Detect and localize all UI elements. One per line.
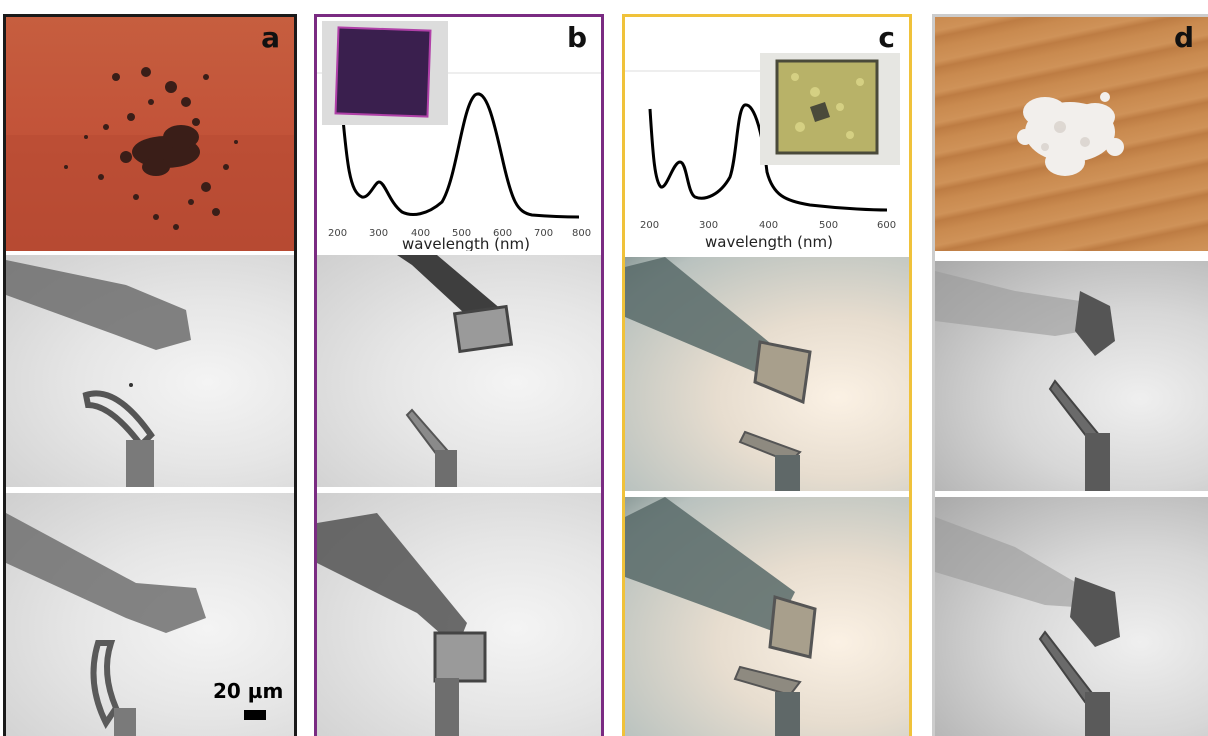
tick-label: 300 [369, 228, 389, 239]
panel-d-top-photo [935, 17, 1208, 251]
panel-a: a [3, 14, 297, 736]
x-axis-label: wavelength (nm) [402, 235, 530, 251]
tick-label: 200 [328, 228, 348, 239]
panel-b: b 200 300 400 500 600 700 800 wavelength… [314, 14, 604, 736]
panel-letter-a: a [261, 21, 280, 54]
tick-label: 400 [759, 220, 779, 231]
micromanipulation-image [625, 497, 817, 736]
micromanipulation-image [6, 260, 191, 487]
micromanipulation-image [935, 517, 1120, 736]
tick-label: 700 [534, 228, 554, 239]
micromanipulation-image [397, 255, 514, 487]
panel-b-micrograph-1 [317, 255, 601, 487]
scalebar [244, 710, 266, 720]
panel-b-micrograph-2 [317, 493, 601, 736]
panel-d-micrograph-1 [935, 261, 1208, 491]
absorption-spectrum-chart [625, 53, 900, 212]
white-powder-image [1017, 92, 1124, 176]
tick-label: 200 [640, 220, 660, 231]
tick-label: 400 [411, 228, 431, 239]
panel-b-spectrum: 200 300 400 500 600 700 800 wavelength (… [317, 17, 601, 251]
micromanipulation-image [935, 271, 1115, 491]
micromanipulation-image [317, 513, 487, 736]
panel-c: c 200 300 400 500 600 wavelength (nm) [622, 14, 912, 736]
micromanipulation-image [625, 257, 812, 491]
panel-a-micrograph-1 [6, 255, 294, 487]
panel-a-top-photo [6, 17, 294, 251]
panel-letter-d: d [1173, 21, 1194, 54]
scalebar-label: 20 µm [213, 679, 284, 703]
panel-letter-b: b [566, 21, 587, 54]
tick-label: 300 [699, 220, 719, 231]
tick-label: 600 [493, 228, 513, 239]
dark-particles-image [6, 67, 294, 251]
tick-label: 800 [572, 228, 592, 239]
panel-letter-c: c [878, 21, 895, 54]
absorption-spectrum-chart [317, 21, 601, 219]
tick-label: 500 [819, 220, 839, 231]
tick-label: 500 [452, 228, 472, 239]
panel-c-spectrum: 200 300 400 500 600 wavelength (nm) [625, 17, 909, 251]
x-axis-label: wavelength (nm) [705, 233, 833, 251]
panel-a-micrograph-2: 20 µm [6, 493, 294, 736]
tick-label: 600 [877, 220, 897, 231]
panel-c-micrograph-1 [625, 257, 909, 491]
panel-d-micrograph-2 [935, 497, 1208, 736]
panel-d: d [932, 14, 1208, 736]
panel-c-micrograph-2 [625, 497, 909, 736]
